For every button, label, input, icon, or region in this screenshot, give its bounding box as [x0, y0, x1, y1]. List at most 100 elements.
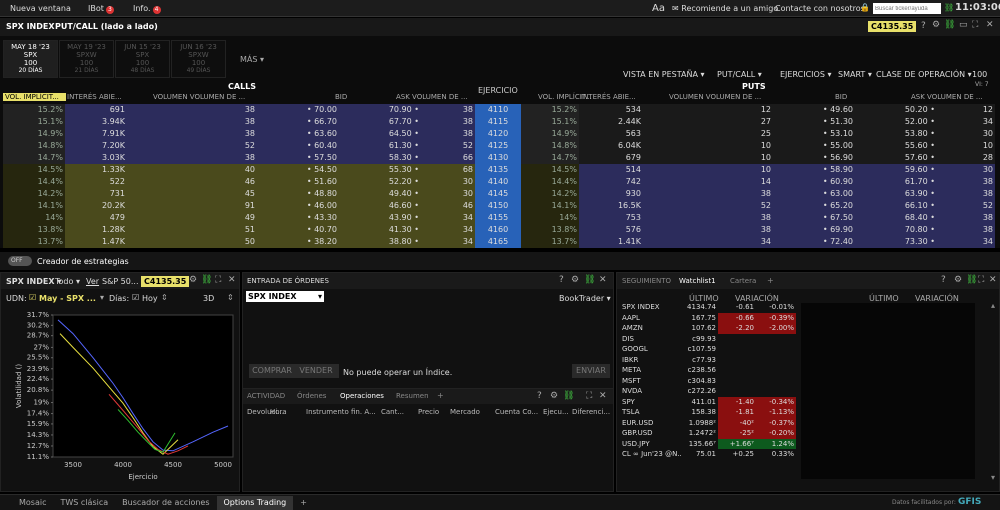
cell[interactable]: • 56.90 [773, 152, 855, 164]
order-symbol-select[interactable]: SPX INDEX ▾ [246, 291, 324, 302]
maximize-icon[interactable]: ⛶ [972, 20, 979, 30]
gear-icon[interactable]: ⚙ [932, 20, 941, 30]
col-header-ask-put[interactable]: ASK VOLUMEN DE ... [911, 93, 983, 101]
cell[interactable]: 67.70 • [339, 116, 421, 128]
watchlist-row[interactable]: EUR.USD 1.0988² -40² -0.37% [620, 417, 796, 428]
watchlist-tab[interactable]: Cartera [730, 277, 757, 285]
cell[interactable]: • 43.30 [257, 212, 339, 224]
sell-button[interactable]: VENDER [293, 364, 339, 378]
cell[interactable]: • 57.50 [257, 152, 339, 164]
recommend-link[interactable]: ✉ Recomiende a un amigo [672, 4, 779, 13]
cell[interactable]: • 60.90 [773, 176, 855, 188]
month-label[interactable]: May - SPX ... [39, 294, 96, 303]
activity-column-header[interactable]: Precio [418, 408, 440, 416]
activity-tab[interactable]: ACTIVIDAD [247, 392, 286, 400]
watchlist-symbol[interactable]: EUR.USD [622, 418, 654, 427]
scroll-up-icon[interactable]: ▴ [991, 301, 996, 310]
search-input[interactable] [873, 3, 941, 14]
buy-button[interactable]: COMPRAR [249, 364, 295, 378]
cell[interactable]: 57.60 • [855, 152, 937, 164]
cell[interactable]: • 38.20 [257, 236, 339, 248]
cell[interactable]: • 53.10 [773, 128, 855, 140]
cell[interactable]: • 66.70 [257, 116, 339, 128]
cell[interactable]: • 49.60 [773, 104, 855, 116]
today-stepper-icon[interactable]: ⇕ [161, 293, 168, 302]
cell[interactable]: • 51.60 [257, 176, 339, 188]
add-tab-button[interactable]: + [437, 391, 444, 400]
watchlist-symbol[interactable]: IBKR [622, 355, 639, 364]
cell[interactable]: 52.20 • [339, 176, 421, 188]
more-expiries-button[interactable]: MÁS ▾ [240, 55, 265, 64]
close-icon[interactable]: ✕ [599, 391, 607, 401]
help-icon[interactable]: ? [921, 21, 926, 31]
period-stepper-icon[interactable]: ⇕ [227, 293, 234, 302]
watchlist-symbol[interactable]: SPX INDEX [622, 303, 660, 311]
expiry-tab[interactable]: MAY 19 '23 SPXW 100 21 DÍAS [59, 40, 114, 78]
add-tab-button[interactable]: + [767, 276, 774, 285]
font-size-icon[interactable]: Aa [652, 3, 665, 14]
table-row[interactable]: 15.1% 3.94K 38 • 66.70 67.70 • 38 4115 15.1% 2.4… [3, 116, 995, 128]
watchlist-row[interactable]: MSFT c304.83 [620, 376, 796, 387]
help-icon[interactable]: ? [537, 391, 542, 401]
close-icon[interactable]: ✕ [989, 275, 997, 285]
series-line[interactable] [117, 409, 176, 453]
send-button[interactable]: ENVIAR [572, 364, 610, 378]
table-row[interactable]: 14.4% 522 46 • 51.60 52.20 • 30 4140 14.4% 742 14… [3, 176, 995, 188]
cell[interactable]: 61.70 • [855, 176, 937, 188]
col-header-ask[interactable]: ASK VOLUMEN DE ... [396, 93, 468, 101]
watchlist-symbol[interactable]: NVDA [622, 387, 643, 395]
cell[interactable]: • 63.60 [257, 128, 339, 140]
watchlist-row[interactable]: AAPL 167.75 -0.66 -0.39% [620, 312, 796, 323]
table-row[interactable]: 15.2% 691 38 • 70.00 70.90 • 38 4110 15.2% 534 12… [3, 104, 995, 116]
exercises-dropdown[interactable]: EJERCICIOS ▾ [780, 70, 832, 79]
watchlist-row[interactable]: CL ∞ Jun'23 @N... 75.01 +0.25 0.33% [620, 449, 796, 460]
cell[interactable]: 41.30 • [339, 224, 421, 236]
month-dropdown-icon[interactable]: ▾ [100, 293, 105, 302]
watchlist-tab[interactable]: Watchlist1 [679, 277, 716, 285]
tab-view-dropdown[interactable]: VISTA EN PESTAÑA ▾ [623, 70, 705, 79]
cell[interactable]: 66.10 • [855, 200, 937, 212]
help-icon[interactable]: ? [559, 275, 564, 285]
wl-col-change[interactable]: VARIACIÓN [735, 294, 779, 303]
exchange-dropdown[interactable]: SMART ▾ [838, 70, 872, 79]
watchlist-symbol[interactable]: GBP.USD [622, 429, 653, 437]
link-icon[interactable]: ⛓ [966, 275, 978, 285]
help-icon[interactable]: ? [941, 275, 946, 285]
cell[interactable]: • 58.90 [773, 164, 855, 176]
watchlist-row[interactable]: GOOGL c107.59 [620, 344, 796, 355]
activity-column-header[interactable]: Devoluci... [247, 408, 284, 416]
view-link[interactable]: Ver [86, 277, 100, 286]
col-header-bid-put[interactable]: BID [835, 93, 848, 101]
cell[interactable]: • 54.50 [257, 164, 339, 176]
gear-icon[interactable]: ⚙ [189, 275, 198, 285]
cell[interactable]: 70.80 • [855, 224, 937, 236]
info-button[interactable]: Info. 4 [133, 4, 161, 14]
contact-link[interactable]: Contacte con nosotros [775, 4, 865, 13]
activity-column-header[interactable]: Diferenci... [572, 408, 611, 416]
putcall-dropdown[interactable]: PUT/CALL ▾ [717, 70, 762, 79]
table-row[interactable]: 14.7% 3.03K 38 • 57.50 58.30 • 66 4130 14.7% 679… [3, 152, 995, 164]
link-icon[interactable]: ⛓ [584, 275, 596, 285]
table-row[interactable]: 14.9% 7.91K 38 • 63.60 64.50 • 38 4120 14.9% 563… [3, 128, 995, 140]
link-icon[interactable]: ⛓ [563, 391, 575, 401]
activity-column-header[interactable]: Instrumento fin. A... [306, 408, 376, 416]
col-header-volume[interactable]: VOLUMEN VOLUMEN DE ... [153, 93, 246, 101]
table-row[interactable]: 14.1% 20.2K 91 • 46.00 46.60 • 46 4150 14.1% 16.… [3, 200, 995, 212]
close-icon[interactable]: ✕ [986, 20, 994, 30]
cell[interactable]: 58.30 • [339, 152, 421, 164]
table-row[interactable]: 14.2% 731 45 • 48.80 49.40 • 30 4145 14.2% 930 38… [3, 188, 995, 200]
col-header-volume-put[interactable]: VOLUMEN VOLUMEN DE ... [669, 93, 762, 101]
watchlist-symbol[interactable]: META [622, 366, 641, 374]
link-icon[interactable]: ⛓ [944, 3, 955, 12]
cell[interactable]: 63.90 • [855, 188, 937, 200]
cell[interactable]: 55.60 • [855, 140, 937, 152]
bottom-tab[interactable]: Buscador de acciones [122, 498, 210, 507]
table-row[interactable]: 13.7% 1.47K 50 • 38.20 38.80 • 34 4165 13.7% 1.4… [3, 236, 995, 248]
ibot-button[interactable]: IBot 3 [88, 4, 114, 14]
col-header-bid[interactable]: BID [335, 93, 348, 101]
expiry-tab[interactable]: JUN 16 '23 SPXW 100 49 DÍAS [171, 40, 226, 78]
col-header-iv-put[interactable]: VOL. IMPLÍCIT... [538, 93, 592, 101]
chain-symbol[interactable]: SPX INDEX [6, 22, 55, 31]
activity-tab[interactable]: Resumen [396, 392, 429, 400]
booktrader-dropdown[interactable]: BookTrader ▾ [559, 294, 611, 303]
